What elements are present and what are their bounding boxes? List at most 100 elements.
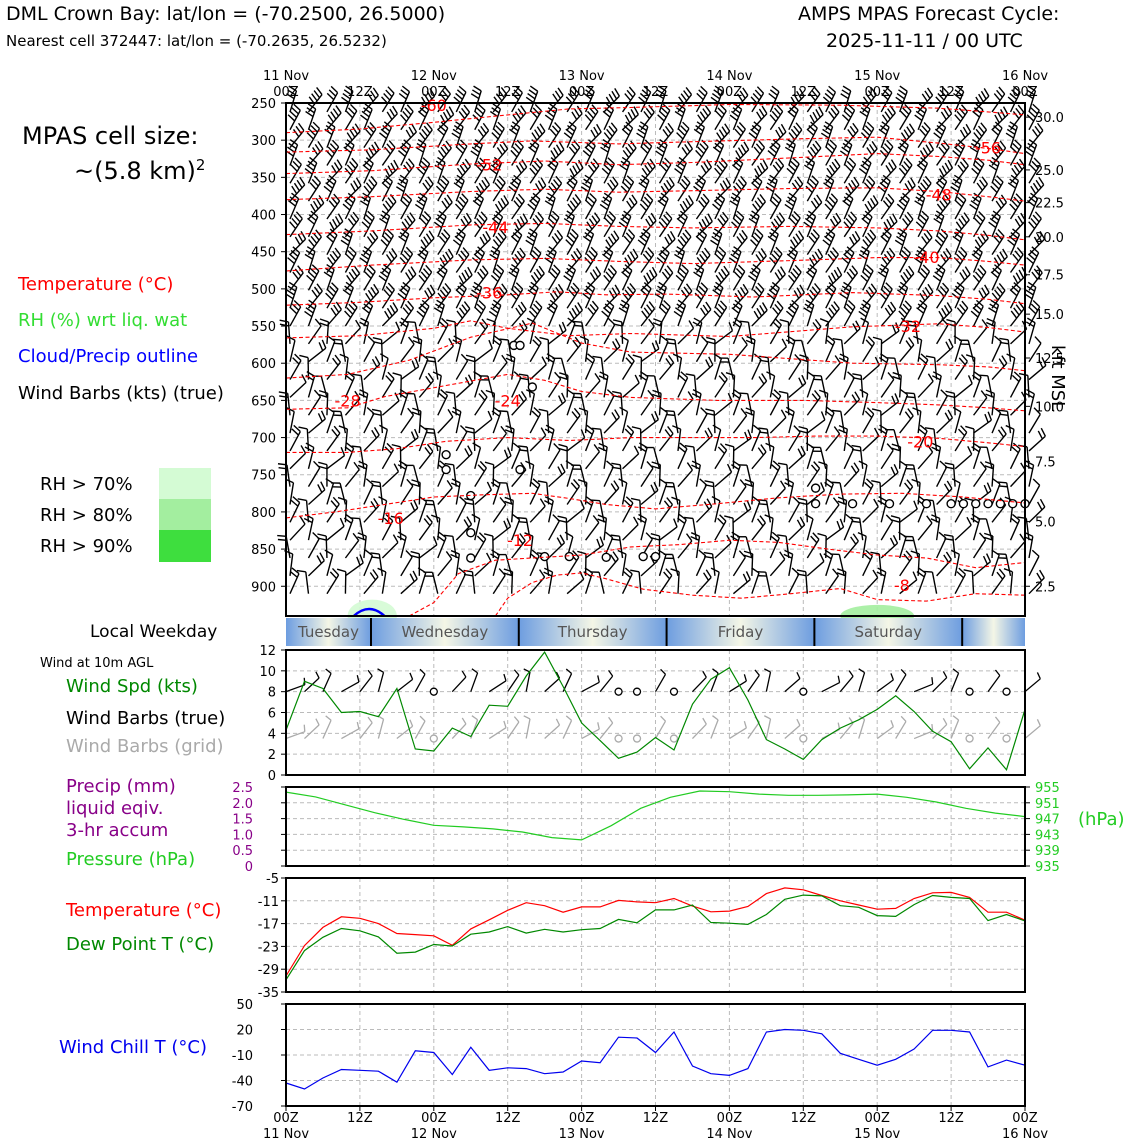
wind-barb-flag — [641, 89, 650, 97]
wind-barb — [917, 380, 934, 398]
cycle-title: AMPS MPAS Forecast Cycle: — [798, 3, 1060, 25]
wind-barb-flag — [869, 197, 876, 207]
wind-barb-flag — [576, 105, 583, 115]
wind-barb — [732, 344, 748, 363]
wind-barb-flag — [411, 479, 421, 484]
wind-barb-grid — [507, 721, 520, 739]
wind-barb-flag — [604, 107, 613, 114]
wind-barb-flag — [799, 516, 806, 526]
wind-barb-flag — [602, 253, 610, 261]
wind-barb-flag — [541, 356, 547, 365]
wind-barb-flag — [400, 89, 409, 96]
wind-barb-flag — [308, 214, 317, 222]
wind-barb-flag — [957, 250, 966, 258]
wind-barb-flag — [279, 319, 289, 323]
wind-barb-flag — [352, 211, 360, 220]
wind-barb-flag — [421, 214, 430, 222]
wind-barb-flag — [1033, 268, 1041, 277]
wind-barb-flag — [313, 175, 321, 184]
wind-barb-flag — [827, 142, 835, 151]
wind-barb-flag — [315, 197, 322, 207]
wind-barb-flag — [667, 426, 674, 435]
wind-barb — [363, 413, 375, 434]
wind-barb-flag — [986, 317, 996, 323]
wind-barb-flag — [426, 122, 433, 131]
wind-barb-flag — [707, 427, 713, 437]
wind-barb-flag — [656, 146, 665, 153]
wind-barb-flag — [1016, 161, 1023, 170]
wind-barb-flag — [522, 213, 529, 222]
wind-barb-flag — [797, 448, 803, 458]
wind-barb-flag — [730, 535, 739, 542]
wind-barb-grid — [377, 719, 385, 739]
wind-barb-flag — [499, 144, 506, 153]
wind-barb-flag — [905, 550, 913, 559]
wind-barb-flag — [990, 160, 999, 167]
wind-barb-flag — [898, 167, 906, 176]
wind-barb-flag — [905, 340, 912, 349]
wind-barb-flag — [669, 230, 676, 240]
wind-barb-flag — [749, 214, 759, 221]
wind-barb-flag — [583, 92, 592, 100]
wind-barb-flag — [824, 289, 833, 297]
wind-barb-flag — [947, 159, 954, 169]
wind-barb-flag — [932, 371, 942, 377]
wind-barb-flag — [737, 179, 745, 188]
wind-barb-flag — [477, 160, 485, 169]
wind-barb-flag — [481, 318, 489, 327]
wind-barb-flag — [539, 498, 546, 507]
wind-barb-flag — [964, 266, 971, 275]
wind-barb-flag — [327, 232, 336, 240]
wind-barb — [936, 466, 948, 487]
wind-barb-flag — [932, 275, 941, 282]
wind-barb-flag — [882, 89, 891, 97]
wind-barb-flag — [624, 178, 633, 187]
wind-barb-flag — [959, 161, 967, 170]
wind-barb-flag — [958, 192, 967, 201]
wind-barb-flag — [601, 142, 610, 149]
wind-barb-flag — [944, 466, 954, 470]
wind-barb-flag — [331, 165, 338, 174]
wind-barb-flag — [366, 236, 374, 245]
wind-barb-flag — [493, 335, 502, 342]
temperature-contour-label: -44 — [482, 218, 508, 237]
wind-barb-flag — [963, 569, 973, 573]
wind-barb-flag — [633, 445, 640, 455]
wind-barb-flag — [804, 164, 813, 171]
wind-barb-flag — [349, 129, 356, 138]
wind-barb-flag — [486, 318, 496, 323]
wind-barb-flag — [463, 519, 470, 528]
wind-barb-flag — [953, 146, 962, 154]
pressure-tick-label: 350 — [251, 171, 276, 186]
wind-barb-flag — [638, 513, 647, 520]
wind-barb-flag — [771, 253, 779, 262]
wind-barb-flag — [490, 553, 499, 560]
wind-barb — [414, 322, 421, 345]
wind-barb-flag — [818, 106, 824, 115]
wind-barb-flag — [712, 146, 721, 154]
wind-barb-flag — [385, 174, 393, 183]
wind-barb-flag — [720, 371, 728, 380]
wind-barb-flag — [515, 307, 522, 316]
wind-barb-flag — [549, 103, 558, 110]
wind-barb — [418, 359, 429, 380]
wind-barb-flag — [786, 253, 795, 261]
wind-barb-flag — [407, 336, 415, 345]
wind-barb-flag — [846, 246, 855, 254]
temperature-tick-label: -35 — [258, 986, 279, 1001]
wind-barb-flag — [436, 128, 445, 136]
wind-barb-flag — [605, 246, 614, 253]
wind-barb-flag — [1031, 246, 1040, 254]
calm-circle — [958, 499, 969, 509]
wind-barb-flag — [638, 125, 647, 132]
wind-barb-flag — [917, 303, 926, 311]
wind-barb-flag — [890, 515, 900, 519]
wind-barb-flag — [556, 229, 564, 238]
wind-barb — [695, 484, 708, 505]
wind-barb-flag — [622, 149, 630, 158]
wind-barb-flag — [587, 164, 595, 173]
wind-barb-flag — [896, 235, 905, 242]
bottom-hour-label: 12Z — [938, 1111, 964, 1126]
wind-barb — [546, 482, 550, 505]
